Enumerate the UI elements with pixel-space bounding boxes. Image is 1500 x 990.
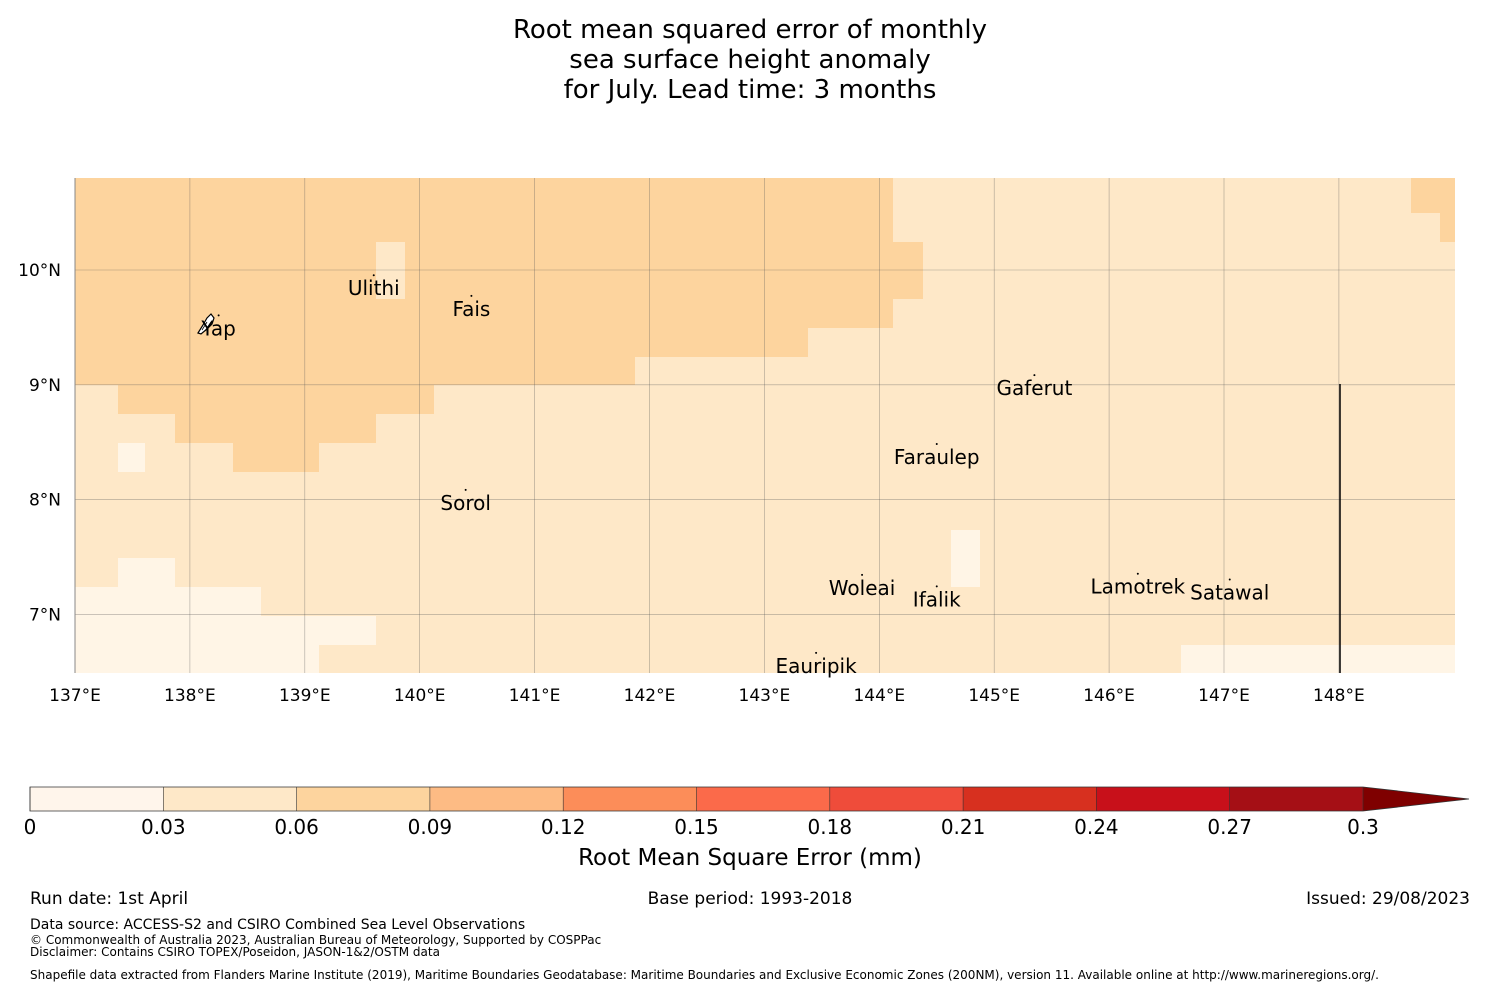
longitude-tick-label: 144°E bbox=[853, 686, 905, 706]
place-label: Fais bbox=[452, 297, 490, 321]
place-labels: Yap Ulithi Fais Gaferut Faraulep Sorol Woleai I… bbox=[200, 274, 1269, 678]
latitude-tick-label: 10°N bbox=[18, 261, 61, 281]
colorbar-tick-label: 0 bbox=[23, 815, 37, 839]
island-marker bbox=[1228, 578, 1231, 581]
longitude-tick-label: 139°E bbox=[279, 686, 331, 706]
heatmap-cell bbox=[233, 443, 319, 472]
colorbar-band bbox=[30, 787, 164, 811]
colorbar-outline bbox=[29, 786, 1470, 812]
colorbar-tick-label: 0.21 bbox=[940, 815, 986, 839]
colorbar-tick-label: 0.3 bbox=[1347, 815, 1379, 839]
heatmap-cell bbox=[951, 530, 980, 587]
place-label: Ifalik bbox=[913, 587, 961, 611]
place-label: Lamotrek bbox=[1091, 575, 1186, 599]
heatmap-cell bbox=[75, 616, 376, 645]
colorbar-band bbox=[429, 787, 564, 811]
island-marker bbox=[464, 488, 467, 491]
heatmap-cell bbox=[808, 328, 893, 357]
place-label: Gaferut bbox=[996, 376, 1072, 400]
heatmap-cell bbox=[118, 443, 145, 472]
data-source: Data source: ACCESS-S2 and CSIRO Combine… bbox=[30, 917, 526, 933]
colorbar-tick-label: 0.12 bbox=[540, 815, 586, 839]
heatmap-cell bbox=[75, 587, 261, 616]
disclaimer: Disclaimer: Contains CSIRO TOPEX/Poseido… bbox=[30, 945, 440, 959]
longitude-tick-label: 141°E bbox=[509, 686, 561, 706]
copyright-notice: © Commonwealth of Australia 2023, Austra… bbox=[30, 933, 602, 947]
colorbar-band bbox=[963, 787, 1097, 811]
colorbar-band bbox=[296, 787, 431, 811]
place-label: Faraulep bbox=[894, 445, 980, 469]
island-marker bbox=[1033, 374, 1036, 377]
island-marker bbox=[861, 573, 864, 576]
heatmap-cell bbox=[1411, 178, 1455, 213]
island-marker bbox=[815, 651, 818, 654]
map-title-line-1: Root mean squared error of monthly bbox=[512, 15, 988, 45]
place-label: Satawal bbox=[1190, 580, 1269, 604]
issued-date: Issued: 29/08/2023 bbox=[1306, 889, 1470, 909]
longitude-tick-labels: 137°E 138°E 139°E 140°E 141°E 142°E 143°E 144°E… bbox=[49, 686, 1365, 706]
place-label: Woleai bbox=[829, 576, 896, 600]
place-label: Ulithi bbox=[348, 276, 400, 300]
colorbar-band bbox=[696, 787, 831, 811]
longitude-tick-label: 148°E bbox=[1313, 686, 1365, 706]
longitude-tick-label: 146°E bbox=[1083, 686, 1135, 706]
colorbar bbox=[29, 786, 1470, 812]
run-date: Run date: 1st April bbox=[30, 889, 189, 909]
colorbar-tick-label: 0.27 bbox=[1207, 815, 1252, 839]
colorbar-band bbox=[829, 787, 964, 811]
longitude-tick-label: 143°E bbox=[739, 686, 791, 706]
longitude-tick-label: 138°E bbox=[164, 686, 216, 706]
heatmap-cell bbox=[893, 242, 923, 299]
latitude-tick-label: 8°N bbox=[29, 491, 61, 511]
colorbar-band bbox=[1096, 787, 1231, 811]
island-marker bbox=[1136, 572, 1139, 575]
longitude-tick-label: 147°E bbox=[1198, 686, 1250, 706]
colorbar-label: Root Mean Square Error (mm) bbox=[578, 845, 922, 871]
heatmap-cell bbox=[75, 178, 893, 385]
place-label: Eauripik bbox=[776, 654, 858, 678]
shapefile-credit: Shapefile data extracted from Flanders M… bbox=[30, 968, 1379, 982]
longitude-tick-label: 142°E bbox=[624, 686, 676, 706]
colorbar-tick-label: 0.24 bbox=[1074, 815, 1119, 839]
colorbar-tick-label: 0.15 bbox=[674, 815, 719, 839]
island-marker bbox=[217, 314, 220, 317]
latitude-tick-label: 7°N bbox=[29, 605, 61, 625]
place-label: Sorol bbox=[440, 491, 491, 515]
island-marker bbox=[470, 294, 473, 297]
colorbar-extend-arrow bbox=[1363, 787, 1469, 811]
longitude-tick-label: 145°E bbox=[968, 686, 1020, 706]
colorbar-tick-label: 0.09 bbox=[407, 815, 453, 839]
heatmap-cell bbox=[1181, 645, 1455, 673]
heatmap-cell bbox=[118, 558, 175, 587]
island-marker bbox=[935, 585, 938, 588]
place-label: Yap bbox=[200, 316, 235, 340]
graticule bbox=[74, 178, 1455, 673]
heatmap-cell bbox=[118, 385, 434, 414]
colorbar-tick-label: 0.03 bbox=[141, 815, 186, 839]
colorbar-tick-label: 0.06 bbox=[274, 815, 319, 839]
colorbar-band bbox=[1229, 787, 1364, 811]
longitude-tick-label: 140°E bbox=[394, 686, 446, 706]
base-period: Base period: 1993-2018 bbox=[647, 889, 853, 909]
map-title-line-2: sea surface height anomaly bbox=[569, 45, 931, 75]
island-marker bbox=[935, 442, 938, 445]
heatmap-cell bbox=[1440, 213, 1455, 242]
colorbar-band bbox=[563, 787, 697, 811]
heatmap-cell bbox=[75, 645, 319, 673]
map-title-line-3: for July. Lead time: 3 months bbox=[563, 75, 937, 105]
latitude-tick-labels: 10°N 9°N 8°N 7°N bbox=[18, 261, 61, 625]
latitude-tick-label: 9°N bbox=[29, 376, 61, 396]
heatmap-cell bbox=[635, 357, 893, 385]
heatmap-cell bbox=[376, 242, 405, 299]
yap-island-detail-icon bbox=[201, 321, 212, 332]
longitude-tick-label: 137°E bbox=[49, 686, 101, 706]
colorbar-tick-label: 0.18 bbox=[807, 815, 853, 839]
island-marker bbox=[372, 274, 375, 277]
heatmap-cell bbox=[175, 414, 376, 443]
colorbar-band bbox=[163, 787, 298, 811]
